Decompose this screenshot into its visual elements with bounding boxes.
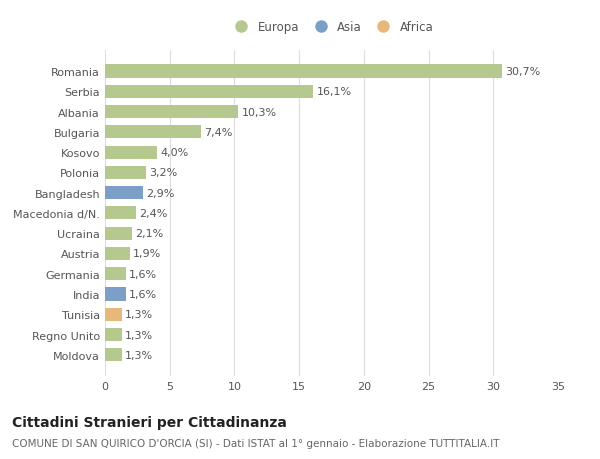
Text: 2,1%: 2,1% [136, 229, 164, 239]
Text: 2,9%: 2,9% [146, 188, 174, 198]
Text: 1,9%: 1,9% [133, 249, 161, 259]
Bar [105, 146, 157, 159]
Text: 7,4%: 7,4% [204, 128, 232, 138]
Text: 1,3%: 1,3% [125, 330, 153, 340]
Text: 3,2%: 3,2% [149, 168, 178, 178]
Text: 1,6%: 1,6% [129, 269, 157, 279]
Bar [105, 65, 502, 78]
Text: 30,7%: 30,7% [506, 67, 541, 77]
Bar [105, 288, 126, 301]
Text: COMUNE DI SAN QUIRICO D'ORCIA (SI) - Dati ISTAT al 1° gennaio - Elaborazione TUT: COMUNE DI SAN QUIRICO D'ORCIA (SI) - Dat… [12, 438, 499, 448]
Bar [105, 167, 146, 179]
Bar [105, 348, 122, 362]
Legend: Europa, Asia, Africa: Europa, Asia, Africa [226, 17, 437, 37]
Text: 10,3%: 10,3% [242, 107, 277, 118]
Bar [105, 207, 136, 220]
Text: Cittadini Stranieri per Cittadinanza: Cittadini Stranieri per Cittadinanza [12, 415, 287, 429]
Text: 2,4%: 2,4% [139, 208, 167, 218]
Text: 1,3%: 1,3% [125, 309, 153, 319]
Text: 1,6%: 1,6% [129, 289, 157, 299]
Bar [105, 106, 238, 119]
Bar [105, 227, 132, 240]
Bar [105, 126, 201, 139]
Bar [105, 308, 122, 321]
Text: 1,3%: 1,3% [125, 350, 153, 360]
Bar [105, 247, 130, 260]
Text: 4,0%: 4,0% [160, 148, 188, 158]
Text: 16,1%: 16,1% [317, 87, 352, 97]
Bar [105, 187, 143, 200]
Bar [105, 85, 313, 99]
Bar [105, 268, 126, 280]
Bar [105, 328, 122, 341]
